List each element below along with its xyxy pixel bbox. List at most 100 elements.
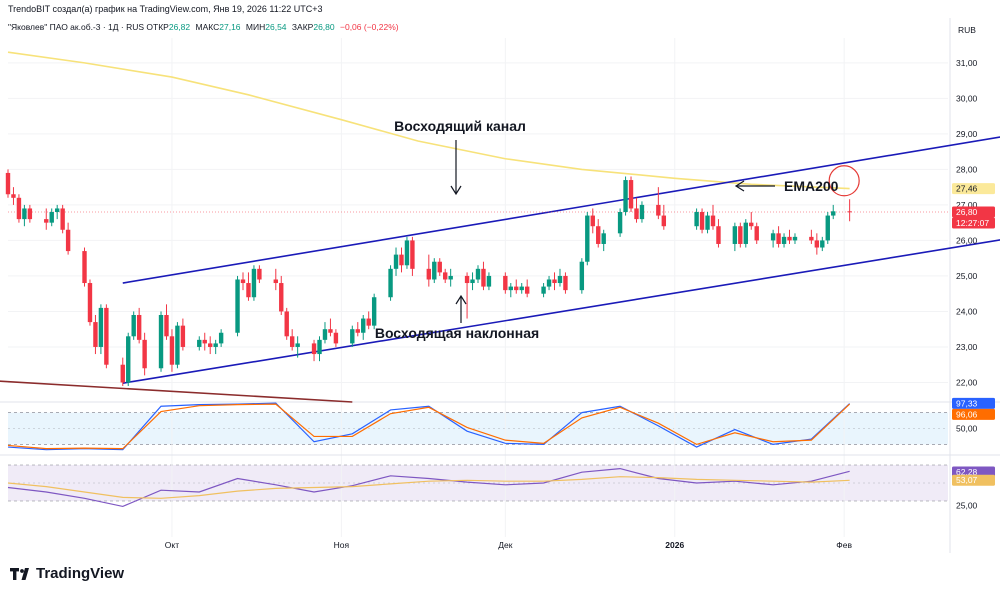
candle-body: [60, 208, 65, 230]
candle-body: [809, 236, 814, 241]
tradingview-brand[interactable]: TradingView: [10, 565, 124, 582]
candle-body: [519, 286, 524, 291]
candle-body: [443, 272, 448, 280]
time-tick-label: 2026: [665, 540, 684, 550]
candle-body: [694, 212, 699, 227]
candle-body: [639, 204, 645, 220]
candle-body: [486, 275, 492, 287]
price-label-bg: [952, 217, 995, 229]
candle-body: [432, 261, 437, 280]
candle-body: [393, 254, 399, 269]
candle-body: [628, 180, 634, 209]
high-value: 27,16: [219, 22, 241, 32]
candle-body: [44, 219, 49, 223]
candle-body: [279, 283, 284, 312]
candle-body: [317, 339, 322, 355]
candle-body: [743, 222, 748, 244]
rsi-value-label: 53,07: [956, 475, 978, 485]
candle-body: [158, 314, 164, 369]
candle-body: [164, 314, 169, 337]
price-tick-label: 29,00: [956, 129, 978, 139]
candle-body: [98, 307, 104, 347]
candle-body: [546, 279, 552, 287]
candle-body: [82, 251, 87, 284]
candle-body: [787, 236, 792, 241]
price-tick-label: 24,00: [956, 306, 978, 316]
candle-body: [820, 240, 825, 248]
symbol-name: "Яковлев" ПАО ак.об.-3 · 1Д · RUS: [8, 22, 145, 32]
candle-body: [831, 211, 836, 216]
price-tick-label: 25,00: [956, 271, 978, 281]
candle-body: [54, 208, 60, 213]
stoch-value-label-bg: [952, 408, 995, 420]
candle-body: [475, 268, 481, 280]
candle-body: [208, 343, 213, 347]
candle-body: [289, 336, 295, 347]
candle-body: [754, 226, 759, 241]
candle-body: [749, 222, 754, 227]
candle-body: [16, 197, 22, 220]
ema200-line: [7, 51, 850, 190]
candle-body: [371, 297, 377, 326]
candle-body: [136, 314, 142, 340]
candle-body: [557, 275, 563, 284]
arrow-left-head-icon: [734, 180, 745, 192]
currency-label[interactable]: RUB: [958, 25, 976, 35]
candle-body: [257, 268, 262, 280]
time-tick-label: Фев: [836, 540, 852, 550]
candle-body: [366, 318, 371, 326]
candle-body: [776, 233, 781, 244]
stoch-value-label: 97,33: [956, 398, 978, 408]
price-tick-label: 23,00: [956, 342, 978, 352]
rsi-value-label-bg: [952, 474, 995, 486]
time-tick-label: Окт: [165, 540, 179, 550]
candle-body: [22, 208, 27, 220]
candle-body: [27, 208, 33, 220]
arrow-up-head-icon: [455, 294, 467, 305]
candle-body: [355, 329, 360, 333]
candle-body: [825, 215, 830, 241]
candle-body: [634, 208, 639, 220]
channel-lower-line: [122, 239, 1000, 384]
price-tick-label: 28,00: [956, 164, 978, 174]
candle-body: [552, 279, 557, 284]
annotation-ema200: EMA200: [784, 178, 839, 194]
candle-body: [169, 336, 175, 365]
candle-body: [235, 279, 240, 333]
price-label: 26,80: [956, 207, 978, 217]
trendline: [0, 380, 353, 403]
rsi-tick-label: 25,00: [956, 501, 978, 511]
candle-body: [847, 211, 852, 213]
candle-body: [120, 364, 125, 383]
candle-body: [104, 307, 109, 365]
candle-body: [311, 343, 317, 355]
price-label: 27,46: [956, 184, 978, 194]
candle-body: [448, 275, 453, 280]
candle-body: [49, 212, 54, 223]
candle-body: [197, 339, 202, 347]
candle-body: [563, 275, 568, 291]
candle-body: [142, 339, 147, 369]
price-tick-label: 22,00: [956, 377, 978, 387]
time-tick-label: Ноя: [334, 540, 350, 550]
candle-body: [437, 261, 442, 273]
price-tick-label: 30,00: [956, 93, 978, 103]
candle-body: [251, 268, 257, 298]
stoch-value-label: 96,06: [956, 409, 978, 419]
chart-header: TrendoBIT создал(а) график на TradingVie…: [8, 4, 323, 14]
candle-body: [590, 215, 595, 227]
candle-body: [246, 283, 251, 298]
high-label: МАКС: [195, 22, 220, 32]
stoch-d-line: [7, 403, 851, 450]
candle-body: [541, 286, 546, 294]
stoch-value-label-bg: [952, 397, 995, 409]
candle-body: [585, 215, 590, 262]
candle-body: [738, 226, 743, 244]
open-value: 26,82: [168, 22, 191, 32]
candle-body: [524, 286, 530, 294]
annotation-ascending-trendline: Восходящая наклонная: [375, 325, 539, 341]
symbol-legend[interactable]: "Яковлев" ПАО ак.об.-3 · 1Д · RUS ОТКР26…: [8, 22, 402, 32]
candle-body: [213, 343, 218, 347]
arrow-down-head-icon: [450, 185, 462, 196]
